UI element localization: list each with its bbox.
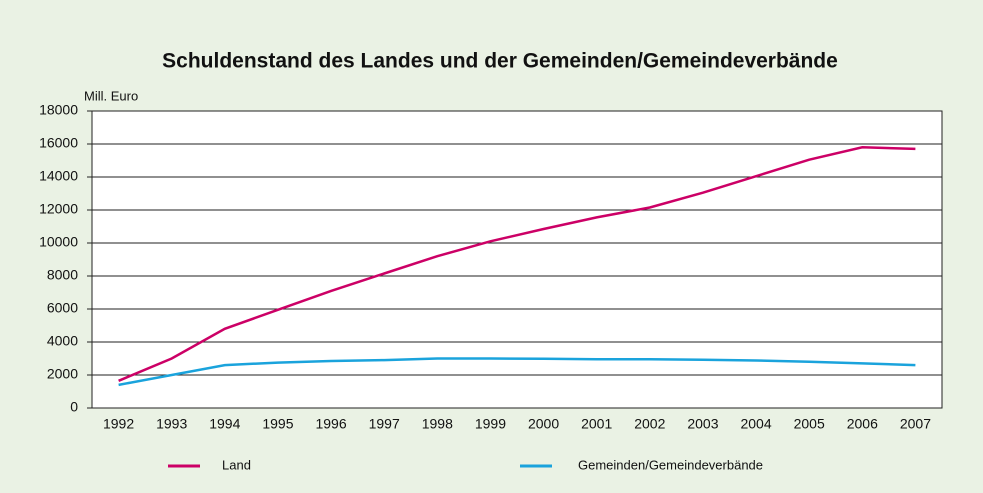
x-tick-label: 2006	[847, 416, 878, 432]
y-tick-label: 10000	[39, 234, 78, 250]
x-tick-label: 2003	[687, 416, 718, 432]
legend-label: Gemeinden/Gemeindeverbände	[578, 457, 763, 472]
x-tick-label: 2007	[900, 416, 931, 432]
y-tick-label: 12000	[39, 201, 78, 217]
x-tick-label: 2001	[581, 416, 612, 432]
data-line	[118, 357, 916, 387]
x-tick-label: 1994	[209, 416, 240, 432]
y-tick-label: 16000	[39, 135, 78, 151]
x-tick-label: 2000	[528, 416, 559, 432]
y-tick-label: 18000	[39, 102, 78, 118]
plot-area	[91, 110, 943, 409]
x-tick-label: 1999	[475, 416, 506, 432]
x-tick-label: 2002	[634, 416, 665, 432]
y-tick-label: 4000	[47, 333, 78, 349]
x-tick-label: 1992	[103, 416, 134, 432]
y-tick-label: 8000	[47, 267, 78, 283]
x-tick-label: 2005	[794, 416, 825, 432]
x-tick-label: 1998	[422, 416, 453, 432]
y-axis-label: Mill. Euro	[84, 88, 138, 103]
x-tick-label: 1993	[156, 416, 187, 432]
x-tick-label: 1997	[369, 416, 400, 432]
legend-label: Land	[222, 457, 251, 472]
chart-title: Schuldenstand des Landes und der Gemeind…	[162, 50, 838, 73]
y-tick-label: 0	[70, 399, 78, 415]
y-tick-label: 14000	[39, 168, 78, 184]
x-tick-label: 1996	[315, 416, 346, 432]
x-tick-label: 1995	[262, 416, 293, 432]
y-tick-label: 6000	[47, 300, 78, 316]
y-tick-label: 2000	[47, 366, 78, 382]
data-line	[118, 146, 916, 382]
x-tick-label: 2004	[740, 416, 771, 432]
